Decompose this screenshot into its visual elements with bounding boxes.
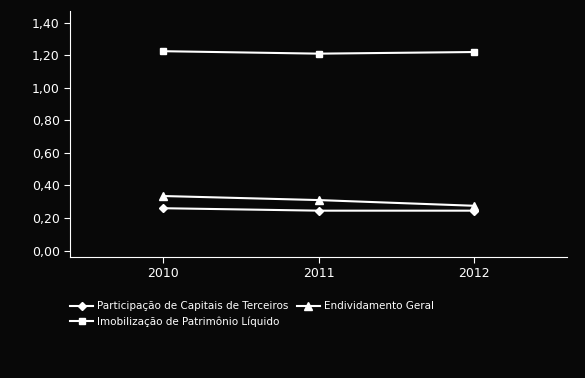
Endividamento Geral <box>160 194 167 198</box>
Participação de Capitais de Terceiros <box>160 206 167 211</box>
Legend: Participação de Capitais de Terceiros, Imobilização de Patrimônio Líquido, Endiv: Participação de Capitais de Terceiros, I… <box>70 301 434 327</box>
Line: Endividamento Geral: Endividamento Geral <box>159 192 479 210</box>
Participação de Capitais de Terceiros <box>471 208 478 213</box>
Line: Participação de Capitais de Terceiros: Participação de Capitais de Terceiros <box>160 205 477 214</box>
Participação de Capitais de Terceiros <box>315 208 322 213</box>
Imobilização de Patrimônio Líquido <box>471 50 478 54</box>
Imobilização de Patrimônio Líquido <box>315 51 322 56</box>
Line: Imobilização de Patrimônio Líquido: Imobilização de Patrimônio Líquido <box>160 48 478 57</box>
Endividamento Geral <box>471 203 478 208</box>
Endividamento Geral <box>315 198 322 202</box>
Imobilização de Patrimônio Líquido <box>160 49 167 53</box>
